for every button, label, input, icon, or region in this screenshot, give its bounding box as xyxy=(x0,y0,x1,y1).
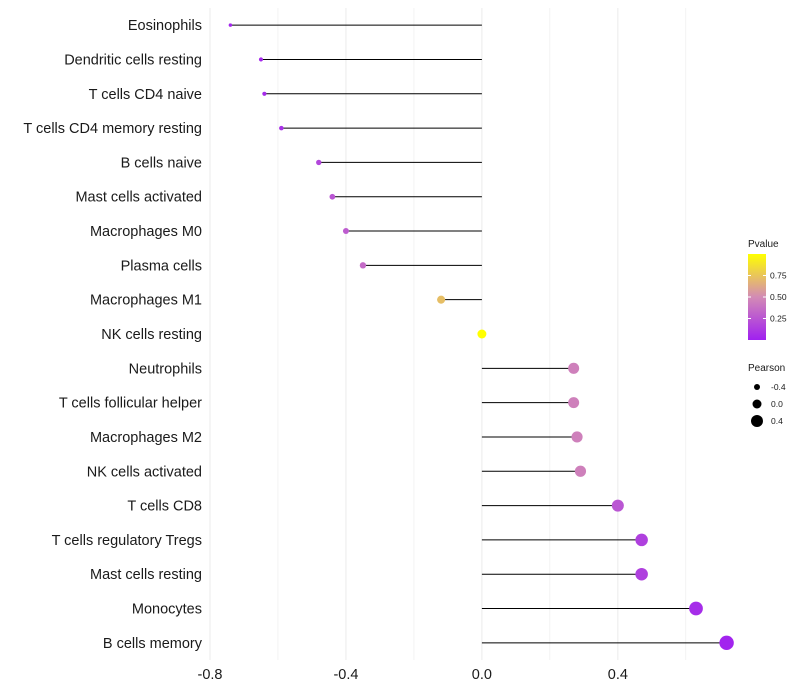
y-tick-label: T cells regulatory Tregs xyxy=(52,533,202,549)
legend-pearson-key xyxy=(754,384,760,390)
y-tick-label: Eosinophils xyxy=(128,18,202,34)
y-tick-label: Dendritic cells resting xyxy=(64,52,202,68)
y-tick-label: B cells memory xyxy=(103,636,203,652)
grid-lines xyxy=(209,8,687,660)
legend-pearson-label: -0.4 xyxy=(771,382,786,392)
x-tick-label: 0.4 xyxy=(608,667,628,683)
y-tick-label: B cells naive xyxy=(121,155,202,171)
y-tick-label: T cells follicular helper xyxy=(59,396,202,412)
legend-pearson-label: 0.0 xyxy=(771,399,783,409)
data-point xyxy=(635,533,648,547)
data-point xyxy=(437,295,446,304)
y-tick-label: Monocytes xyxy=(132,602,202,618)
x-tick-label: -0.4 xyxy=(333,667,358,683)
data-point xyxy=(228,23,233,27)
data-point xyxy=(258,57,264,62)
y-axis-labels: Eosinophils Dendritic cells resting T cell… xyxy=(23,18,202,652)
legend-pvalue-tick-label: 0.50 xyxy=(770,292,787,302)
data-point xyxy=(342,228,349,235)
x-tick-label: 0.0 xyxy=(472,667,492,683)
data-point xyxy=(635,567,648,581)
legend-pearson-key xyxy=(751,415,763,427)
y-tick-label: Plasma cells xyxy=(121,258,202,274)
y-tick-label: Macrophages M1 xyxy=(90,293,202,309)
y-tick-label: NK cells activated xyxy=(87,464,202,480)
legend-pearson-key xyxy=(752,399,762,409)
data-point xyxy=(611,499,624,512)
data-point xyxy=(477,329,487,339)
legend-pvalue-colorbar xyxy=(748,254,766,340)
data-point xyxy=(262,91,267,96)
data-point xyxy=(689,601,703,616)
legend-pvalue: Pvalue 0.25 0.50 0.75 xyxy=(748,239,787,340)
data-point xyxy=(719,635,734,651)
data-point xyxy=(574,465,587,477)
data-point xyxy=(359,262,367,269)
x-tick-label: -0.8 xyxy=(198,667,223,683)
data-point xyxy=(279,125,284,131)
y-tick-label: T cells CD8 xyxy=(127,499,202,515)
legend-pearson-label: 0.4 xyxy=(771,416,783,426)
y-tick-label: Mast cells resting xyxy=(90,567,202,583)
points xyxy=(228,23,734,651)
y-tick-label: Macrophages M0 xyxy=(90,224,202,240)
data-point xyxy=(571,431,583,443)
legend-pearson-title: Pearson xyxy=(748,363,785,374)
data-point xyxy=(568,397,580,409)
y-tick-label: Mast cells activated xyxy=(75,190,202,206)
data-point xyxy=(316,159,322,166)
y-tick-label: T cells CD4 memory resting xyxy=(23,121,202,137)
y-tick-label: Neutrophils xyxy=(129,361,202,377)
y-tick-label: Macrophages M2 xyxy=(90,430,202,446)
stems xyxy=(230,24,727,644)
legend-pvalue-title: Pvalue xyxy=(748,239,779,250)
legend-pvalue-tick-label: 0.75 xyxy=(770,271,787,281)
y-tick-label: T cells CD4 naive xyxy=(89,87,202,103)
y-tick-label: NK cells resting xyxy=(101,327,202,343)
data-point xyxy=(329,193,336,200)
x-axis-labels: -0.8 -0.4 0.0 0.4 xyxy=(198,667,628,683)
data-point xyxy=(568,362,580,374)
legend-pvalue-tick-label: 0.25 xyxy=(770,314,787,324)
legend-pearson: Pearson -0.4 0.0 0.4 xyxy=(748,363,786,427)
